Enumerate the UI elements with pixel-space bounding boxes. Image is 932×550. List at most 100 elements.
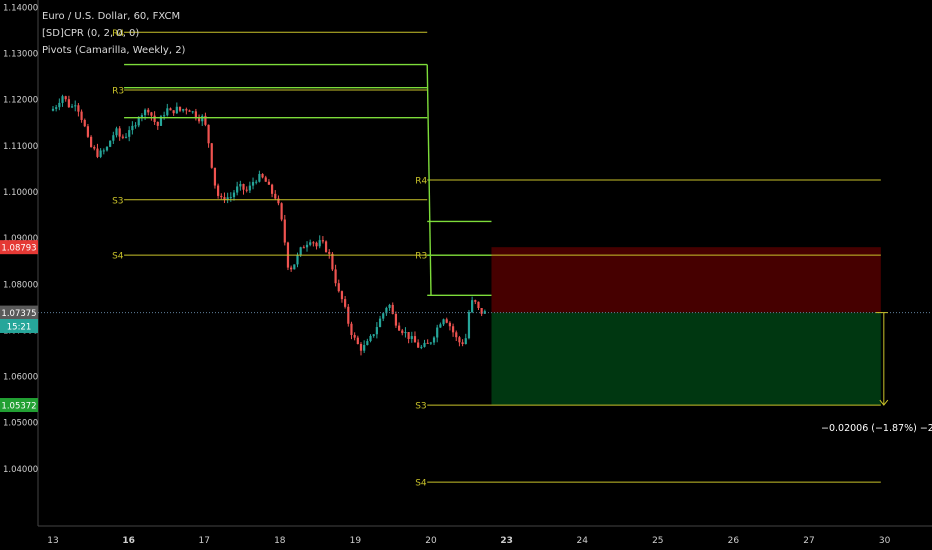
candle-body [80, 111, 83, 120]
price-tick-label[interactable]: 1.11000 [3, 142, 38, 152]
candle [442, 318, 445, 326]
candle [344, 296, 347, 309]
candle-body [474, 300, 477, 302]
price-tick-label[interactable]: 1.12000 [3, 96, 38, 106]
candle [432, 336, 436, 346]
candle-body [102, 150, 105, 152]
candle [226, 192, 229, 204]
candle-body [178, 106, 182, 111]
symbol-title[interactable]: Euro / U.S. Dollar, 60, FXCM [42, 11, 181, 22]
candle-body [417, 342, 420, 348]
candle-body [324, 241, 328, 253]
time-tick-label[interactable]: 19 [350, 536, 362, 546]
time-tick-label[interactable]: 18 [274, 536, 286, 546]
candle [318, 235, 321, 249]
candle-body [182, 109, 185, 111]
candle-body [375, 327, 378, 335]
candle-body [264, 177, 267, 182]
bar-timer-badge-bg [0, 318, 38, 333]
stop-price-badge-bg [0, 240, 38, 255]
time-tick-label[interactable]: 30 [879, 536, 891, 546]
candle [169, 107, 172, 111]
candle-body [458, 337, 461, 343]
candle-body [455, 332, 458, 338]
price-tick-label[interactable]: 1.06000 [3, 373, 38, 383]
candle [118, 126, 121, 141]
candle-body [270, 184, 274, 194]
candle [191, 110, 194, 114]
time-axis[interactable]: 13 16 17 18 19 20 23 24 25 26 27 30 [38, 525, 932, 546]
time-tick-label[interactable]: 24 [576, 536, 588, 546]
candle [64, 95, 67, 102]
candle [413, 331, 417, 343]
indicator-pivots-label[interactable]: Pivots (Camarilla, Weekly, 2) [42, 45, 186, 56]
candle-body [477, 301, 480, 309]
candle-body [331, 253, 334, 270]
candle-body [194, 111, 197, 119]
position-overlay[interactable]: −0.02006 (−1.87%) −200.6 [821, 312, 932, 434]
time-tick-label[interactable]: 20 [425, 536, 437, 546]
price-tick-label[interactable]: 1.13000 [3, 50, 38, 60]
candle [112, 131, 115, 144]
candle [264, 175, 267, 182]
candle [328, 249, 331, 259]
time-tick-label[interactable]: 23 [500, 536, 513, 546]
price-tick-label[interactable]: 1.05000 [3, 419, 38, 429]
candle-body [445, 319, 448, 323]
candle-body [55, 107, 58, 109]
candle-body [131, 125, 134, 131]
candle [445, 317, 448, 324]
position-zones [491, 247, 881, 406]
indicator-cpr-label[interactable]: [SD]CPR (0, 2, 0, 0) [42, 28, 140, 39]
price-tick-label[interactable]: 1.10000 [3, 188, 38, 198]
price-tick-label[interactable]: 1.04000 [3, 465, 38, 475]
candle [185, 107, 188, 115]
candle [439, 322, 442, 328]
time-tick-label[interactable]: 13 [47, 536, 58, 546]
candle [451, 323, 455, 337]
candle [242, 183, 245, 195]
candle-body [90, 136, 93, 147]
candle-body [293, 264, 296, 270]
candle-body [166, 108, 169, 116]
candle-body [305, 244, 309, 248]
candle-body [185, 109, 188, 111]
time-tick-label[interactable]: 25 [652, 536, 663, 546]
candle [375, 322, 378, 339]
time-tick-label[interactable]: 27 [803, 536, 814, 546]
candle [213, 167, 217, 189]
candle [464, 333, 467, 345]
price-badges: 1.08793 1.07375 15:21 1.05372 [0, 240, 38, 413]
candle [290, 265, 293, 272]
candle [315, 241, 318, 250]
candle [321, 236, 324, 244]
candle-body [448, 322, 451, 327]
candle-body [426, 342, 429, 344]
candle [305, 241, 309, 252]
candle-body [70, 106, 74, 108]
time-tick-label[interactable]: 26 [728, 536, 740, 546]
candle-body [363, 345, 366, 351]
candle-body [334, 269, 337, 284]
candle [401, 328, 404, 336]
time-tick-label[interactable]: 17 [198, 536, 209, 546]
candle-body [321, 240, 324, 242]
candle-body [423, 342, 426, 347]
measure-arrow-head [879, 399, 889, 406]
measure-label[interactable]: −0.02006 (−1.87%) −200.6 [821, 423, 932, 434]
candle [458, 335, 461, 347]
price-tick-label[interactable]: 1.09000 [3, 234, 38, 244]
candle-body [340, 291, 344, 300]
candle-body [93, 146, 96, 149]
price-axis[interactable]: 1.14000 1.13000 1.12000 1.11000 1.10000 1.090… [3, 0, 39, 526]
price-tick-label[interactable]: 1.08000 [3, 280, 38, 290]
price-tick-label[interactable]: 1.14000 [3, 3, 38, 13]
time-tick-label[interactable]: 16 [122, 536, 135, 546]
candle-body [153, 115, 156, 122]
candle [128, 126, 131, 142]
candle-body [277, 198, 280, 204]
candle-body [197, 118, 201, 122]
candle [150, 111, 153, 121]
candle [286, 241, 290, 271]
